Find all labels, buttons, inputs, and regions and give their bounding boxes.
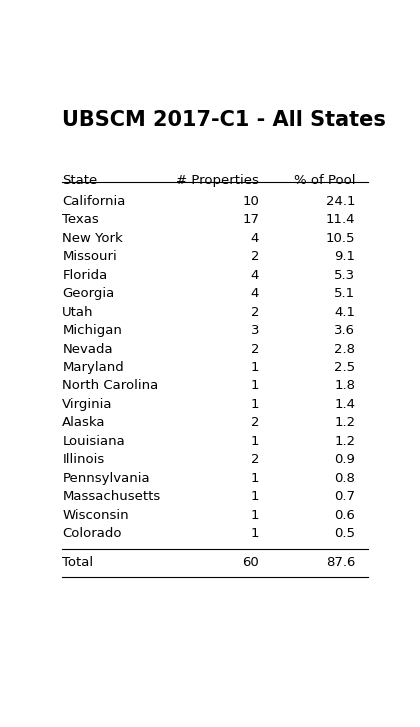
Text: 11.4: 11.4 — [326, 213, 355, 226]
Text: 2.5: 2.5 — [334, 361, 355, 374]
Text: 17: 17 — [242, 213, 259, 226]
Text: 1: 1 — [251, 472, 259, 485]
Text: 2: 2 — [251, 305, 259, 318]
Text: Virginia: Virginia — [62, 398, 113, 411]
Text: 10: 10 — [242, 195, 259, 208]
Text: 0.5: 0.5 — [334, 527, 355, 540]
Text: Alaska: Alaska — [62, 417, 106, 430]
Text: 0.7: 0.7 — [334, 490, 355, 503]
Text: Texas: Texas — [62, 213, 99, 226]
Text: 1: 1 — [251, 527, 259, 540]
Text: 2: 2 — [251, 342, 259, 356]
Text: 1: 1 — [251, 361, 259, 374]
Text: 4: 4 — [251, 287, 259, 300]
Text: 5.3: 5.3 — [334, 268, 355, 281]
Text: % of Pool: % of Pool — [294, 174, 355, 187]
Text: 1: 1 — [251, 398, 259, 411]
Text: Colorado: Colorado — [62, 527, 122, 540]
Text: Maryland: Maryland — [62, 361, 124, 374]
Text: North Carolina: North Carolina — [62, 379, 158, 393]
Text: 2: 2 — [251, 454, 259, 466]
Text: 5.1: 5.1 — [334, 287, 355, 300]
Text: UBSCM 2017-C1 - All States: UBSCM 2017-C1 - All States — [62, 110, 386, 129]
Text: Louisiana: Louisiana — [62, 435, 125, 448]
Text: 9.1: 9.1 — [334, 250, 355, 263]
Text: # Properties: # Properties — [176, 174, 259, 187]
Text: Florida: Florida — [62, 268, 108, 281]
Text: 1: 1 — [251, 509, 259, 522]
Text: 1: 1 — [251, 435, 259, 448]
Text: Nevada: Nevada — [62, 342, 113, 356]
Text: 0.9: 0.9 — [334, 454, 355, 466]
Text: 87.6: 87.6 — [326, 556, 355, 569]
Text: 1.4: 1.4 — [334, 398, 355, 411]
Text: 1: 1 — [251, 490, 259, 503]
Text: California: California — [62, 195, 126, 208]
Text: 2.8: 2.8 — [334, 342, 355, 356]
Text: Wisconsin: Wisconsin — [62, 509, 129, 522]
Text: Michigan: Michigan — [62, 324, 122, 337]
Text: 24.1: 24.1 — [326, 195, 355, 208]
Text: 10.5: 10.5 — [326, 232, 355, 245]
Text: 0.8: 0.8 — [334, 472, 355, 485]
Text: Pennsylvania: Pennsylvania — [62, 472, 150, 485]
Text: 4: 4 — [251, 268, 259, 281]
Text: State: State — [62, 174, 97, 187]
Text: Utah: Utah — [62, 305, 94, 318]
Text: 1: 1 — [251, 379, 259, 393]
Text: 0.6: 0.6 — [334, 509, 355, 522]
Text: Total: Total — [62, 556, 93, 569]
Text: 4.1: 4.1 — [334, 305, 355, 318]
Text: 2: 2 — [251, 417, 259, 430]
Text: New York: New York — [62, 232, 123, 245]
Text: Missouri: Missouri — [62, 250, 117, 263]
Text: 1.2: 1.2 — [334, 435, 355, 448]
Text: 3: 3 — [251, 324, 259, 337]
Text: 1.8: 1.8 — [334, 379, 355, 393]
Text: Georgia: Georgia — [62, 287, 115, 300]
Text: 4: 4 — [251, 232, 259, 245]
Text: 3.6: 3.6 — [334, 324, 355, 337]
Text: 1.2: 1.2 — [334, 417, 355, 430]
Text: 60: 60 — [242, 556, 259, 569]
Text: Illinois: Illinois — [62, 454, 105, 466]
Text: Massachusetts: Massachusetts — [62, 490, 160, 503]
Text: 2: 2 — [251, 250, 259, 263]
